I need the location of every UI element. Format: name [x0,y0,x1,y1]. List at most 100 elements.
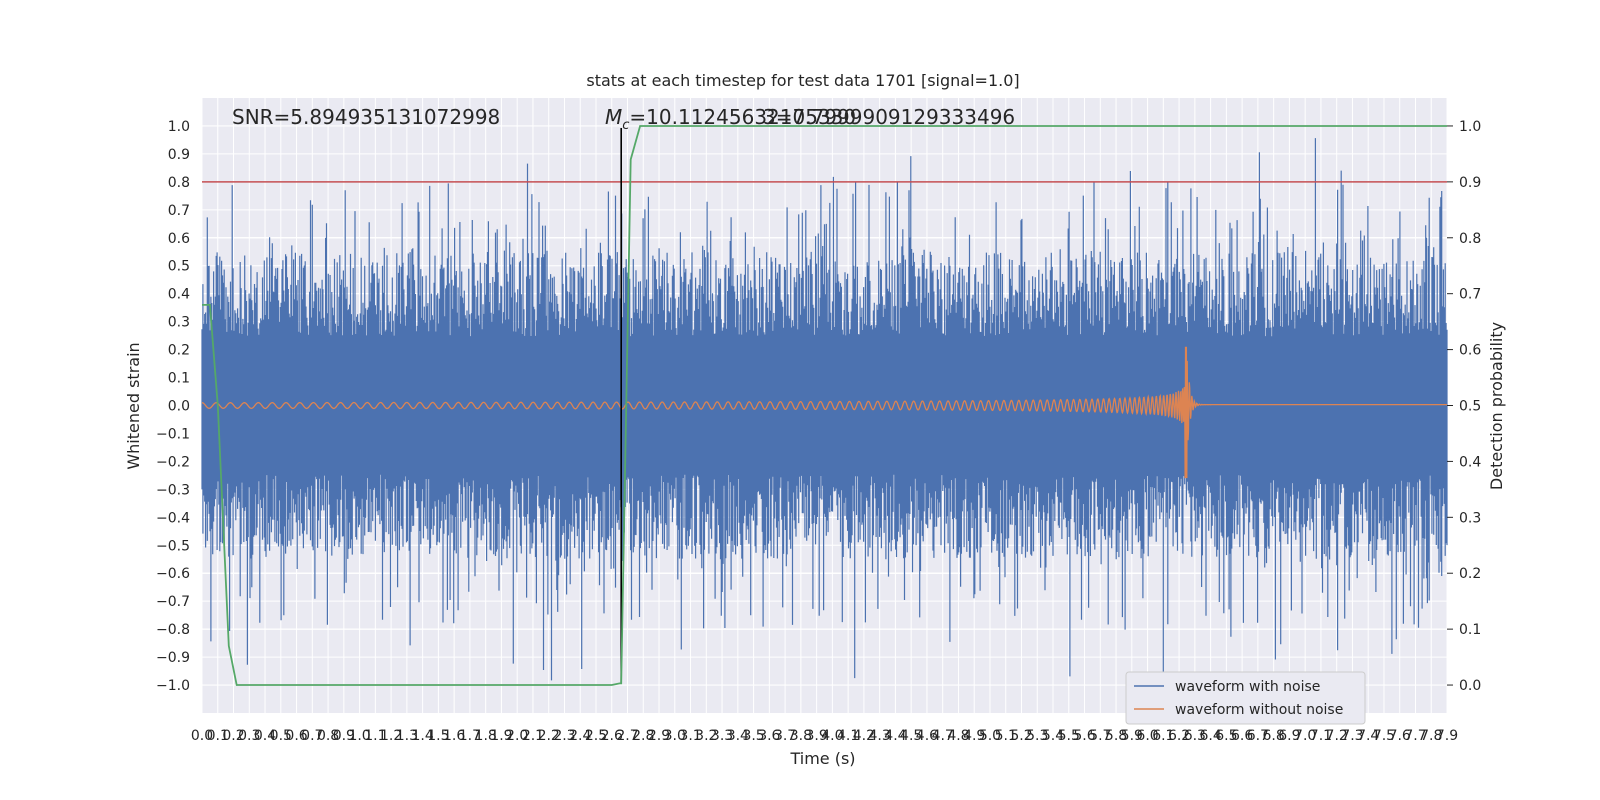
x-tick-label: 1.2 [380,728,402,744]
x-tick-label: 7.5 [1373,728,1395,744]
legend-box [1125,671,1366,725]
x-tick-label: 4.2 [853,728,875,744]
y-tick-label: −0.2 [156,454,190,470]
legend-label-noise: waveform with noise [1175,679,1320,695]
x-tick-label: 7.2 [1326,728,1348,744]
x-tick-label: 3.1 [679,728,701,744]
threshold-layer [202,128,1447,683]
y-right-tick-label: 0.4 [1459,454,1481,470]
mc-value: =10.11245632175330 [629,105,856,129]
x-tick-label: 1.0 [348,728,370,744]
x-tick-label: 0.1 [207,728,229,744]
x-tick-label: 1.5 [427,728,449,744]
snr-annotation: SNR=5.894935131072998 [232,105,500,129]
x-tick-label: 4.0 [821,728,843,744]
x-tick-label: 2.3 [553,728,575,744]
x-tick-label: 7.6 [1389,728,1411,744]
y-right-tick-label: 0.5 [1459,399,1481,415]
legend-label-clean: waveform without noise [1175,702,1343,718]
y-right-tick-label: 0.1 [1459,622,1481,638]
x-tick-label: 4.3 [869,728,891,744]
x-tick-label: 0.3 [238,728,260,744]
detection-probability-line [202,125,1447,686]
y-tick-label: −0.6 [156,566,190,582]
x-tick-label: 1.9 [490,728,512,744]
x-tick-label: 3.3 [711,728,733,744]
x-tick-label: 6.0 [1136,728,1158,744]
x-tick-label: 7.7 [1404,728,1426,744]
y-tick-label: −0.3 [156,482,190,498]
x-tick-label: 2.1 [522,728,544,744]
x-tick-label: 0.6 [285,728,307,744]
y-tick-label: −0.5 [156,538,190,554]
tick-labels: 0.00.10.20.30.40.50.60.70.80.91.01.11.21… [156,119,1481,744]
x-tick-label: 3.5 [742,728,764,744]
x-tick-label: 6.1 [1152,728,1174,744]
x-tick-label: 4.1 [837,728,859,744]
x-tick-label: 1.3 [396,728,418,744]
y-tick-label: 1.0 [168,119,190,135]
x-tick-label: 0.4 [254,728,276,744]
legend: waveform with noise waveform without noi… [1125,671,1366,725]
y-tick-label: 0.1 [168,371,190,387]
x-tick-label: 7.1 [1310,728,1332,744]
x-tick-label: 4.7 [932,728,954,744]
x-tick-label: 2.6 [601,728,623,744]
x-tick-label: 3.7 [774,728,796,744]
y-tick-label: 0.8 [168,175,190,191]
y-right-tick-label: 0.2 [1459,566,1481,582]
x-tick-label: 4.8 [947,728,969,744]
x-tick-label: 7.8 [1420,728,1442,744]
x-tick-label: 3.8 [790,728,812,744]
y-axis-right-label: Detection probability [1487,322,1506,490]
x-tick-label: 5.6 [1073,728,1095,744]
y-axis-label: Whitened strain [124,342,143,469]
x-tick-label: 4.4 [884,728,906,744]
clean-waveform-line [201,346,1447,479]
y-tick-label: −0.7 [156,594,190,610]
x-tick-label: 2.2 [538,728,560,744]
y-tick-label: −0.1 [156,426,190,442]
overlap-annotation: 3=0.7999909129333496 [763,105,1015,129]
y-tick-label: −0.9 [156,650,190,666]
y-right-tick-label: 0.0 [1459,678,1481,694]
x-tick-label: 6.7 [1247,728,1269,744]
x-tick-label: 5.7 [1089,728,1111,744]
y-tick-label: −0.4 [156,510,190,526]
x-tick-label: 5.0 [979,728,1001,744]
y-right-tick-label: 0.9 [1459,175,1481,191]
x-tick-label: 6.6 [1231,728,1253,744]
x-tick-label: 2.9 [648,728,670,744]
mc-symbol: M [605,105,622,129]
x-tick-label: 3.9 [805,728,827,744]
y-tick-label: 0.0 [168,399,190,415]
y-tick-label: 0.6 [168,231,190,247]
y-tick-label: 0.7 [168,203,190,219]
y-right-tick-label: 0.8 [1459,231,1481,247]
x-tick-label: 0.8 [317,728,339,744]
x-tick-label: 4.9 [963,728,985,744]
y-tick-label: 0.2 [168,343,190,359]
x-tick-label: 2.8 [632,728,654,744]
x-tick-label: 0.0 [191,728,213,744]
x-tick-label: 6.3 [1184,728,1206,744]
x-tick-label: 3.6 [758,728,780,744]
x-tick-label: 7.9 [1436,728,1458,744]
x-tick-label: 0.2 [222,728,244,744]
x-tick-label: 5.4 [1042,728,1064,744]
x-tick-label: 0.9 [333,728,355,744]
x-tick-label: 5.2 [1010,728,1032,744]
x-tick-label: 1.4 [412,728,434,744]
y-tick-label: −0.8 [156,622,190,638]
x-tick-label: 1.6 [443,728,465,744]
chirp-series [201,346,1447,479]
x-tick-label: 3.4 [727,728,749,744]
x-tick-label: 5.5 [1058,728,1080,744]
x-tick-label: 5.9 [1121,728,1143,744]
x-tick-label: 3.0 [664,728,686,744]
x-tick-label: 5.1 [995,728,1017,744]
x-tick-label: 4.5 [900,728,922,744]
x-tick-label: 7.0 [1294,728,1316,744]
y-right-tick-label: 0.7 [1459,287,1481,303]
